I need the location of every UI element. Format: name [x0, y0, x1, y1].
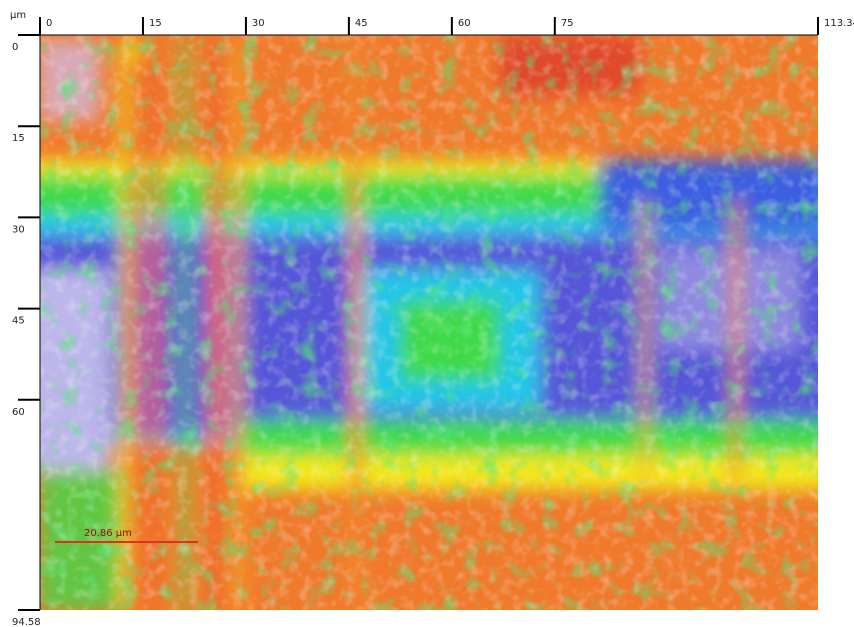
x-tick-label: 30 [252, 18, 265, 29]
y-tick-label: 30 [12, 224, 25, 235]
x-tick-label: 113.34 [824, 18, 854, 29]
y-tick-label: 94.58 [12, 617, 41, 627]
x-tick-label: 75 [561, 18, 574, 29]
y-tick-label: 45 [12, 316, 25, 327]
x-tick-label: 45 [355, 18, 368, 29]
height-map-view: µm 20.86 µm 0 15 30 45 60 75 113.34 0 15 30 45 60 94… [0, 0, 854, 627]
y-tick-label: 15 [12, 133, 25, 144]
x-tick-label: 0 [46, 18, 52, 29]
y-tick-label: 60 [12, 407, 25, 418]
axis-unit: µm [10, 10, 26, 21]
scale-bar-label: 20.86 µm [84, 528, 132, 539]
height-map-image [20, 35, 840, 610]
y-tick-label: 0 [12, 42, 18, 53]
x-tick-label: 15 [149, 18, 162, 29]
x-tick-label: 60 [458, 18, 471, 29]
